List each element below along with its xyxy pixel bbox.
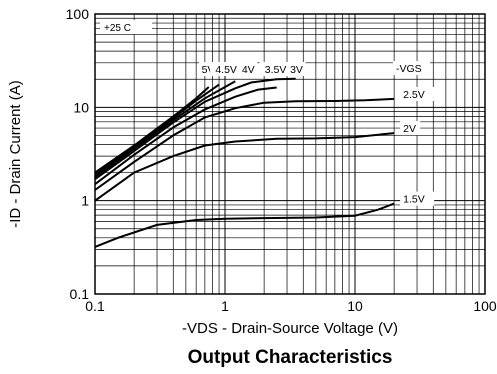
series-label: 2V xyxy=(403,123,416,135)
legend-title-bg xyxy=(393,61,430,75)
curve-vgs-3-5v xyxy=(94,77,296,181)
series-label-bg xyxy=(259,62,292,76)
series-label: 3.5V xyxy=(265,64,287,76)
series-label: 3V xyxy=(290,64,303,76)
curve-vgs-1-5v xyxy=(94,202,395,248)
series-label-bg xyxy=(400,191,435,206)
curve-vgs-4-5v xyxy=(94,83,220,176)
y-tick-label: 0.1 xyxy=(70,286,90,302)
axis-ticks: 0.1 1 10 100 0.1 1 10 100 xyxy=(66,6,497,314)
plot-frame xyxy=(94,13,486,295)
series-label-bg xyxy=(287,62,306,76)
series-label-bg xyxy=(400,121,421,136)
legend-title: -VGS xyxy=(396,63,422,75)
temperature-annotation: +25 C xyxy=(104,23,131,34)
series-label: 1.5V xyxy=(403,194,425,206)
y-tick-label: 10 xyxy=(73,99,89,115)
y-axis-label: -ID - Drain Current (A) xyxy=(7,80,24,228)
series-label-bg xyxy=(210,62,243,76)
series-label: 2.5V xyxy=(403,89,425,101)
curve-vgs-2v xyxy=(94,132,395,202)
annotation-bg xyxy=(100,20,152,34)
series-label-bg xyxy=(400,86,435,101)
y-tick-label: 100 xyxy=(66,6,90,22)
series-label: 4.5V xyxy=(215,64,237,76)
curve-vgs-3v xyxy=(94,86,277,185)
x-tick-label: 100 xyxy=(473,298,497,314)
x-tick-label: 0.1 xyxy=(85,298,105,314)
curve-vgs-2-5v xyxy=(94,97,395,191)
curve-vgs-4v xyxy=(94,80,236,178)
series-label-bg xyxy=(239,62,258,76)
chart-grid xyxy=(95,14,485,294)
chart-title: Output Characteristics xyxy=(188,347,393,368)
y-tick-label: 1 xyxy=(81,193,89,209)
series-label: 4V xyxy=(242,64,255,76)
curve-vgs-5v xyxy=(94,86,210,174)
x-axis-label: -VDS - Drain-Source Voltage (V) xyxy=(182,320,398,337)
x-tick-label: 1 xyxy=(221,298,229,314)
chart-curves xyxy=(94,77,395,248)
x-tick-label: 10 xyxy=(347,298,363,314)
